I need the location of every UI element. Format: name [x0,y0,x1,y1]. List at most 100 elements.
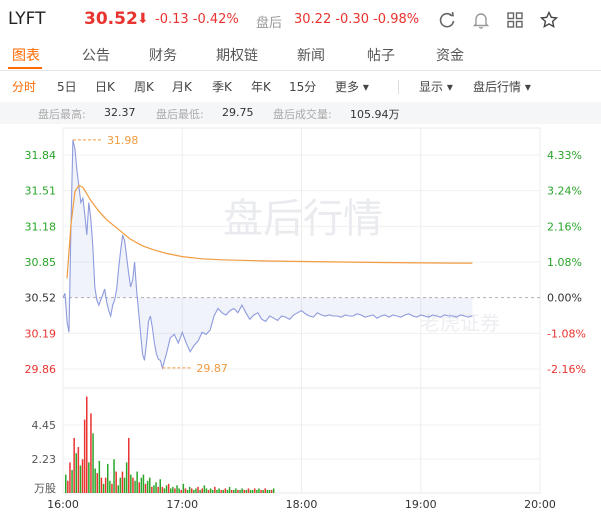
volume-bar [188,486,191,493]
volume-bar [153,485,155,493]
volume-bar [144,483,147,493]
volume-bar [94,468,96,493]
star-icon[interactable] [539,10,559,30]
stat-low-value: 29.75 [222,106,254,119]
volume-bar [117,485,119,493]
volume-bar [268,489,271,493]
volume-bar [159,479,161,493]
volume-bar [199,489,201,493]
y-tick-left: 30.19 [25,327,57,340]
volume-bar [167,483,170,493]
period-monthly-k[interactable]: 月K [172,80,192,94]
volume-bar [178,488,180,493]
volume-bar [262,489,264,493]
volume-bar [191,488,193,493]
volume-bar [140,477,143,493]
volume-bar [151,486,153,493]
right-axis: 4.33% 3.24% 2.16% 1.08% 0.00% -1.08% -2.16% [547,149,586,376]
y-tick-right: 4.33% [547,149,582,162]
y-tick-left: 31.18 [25,220,57,233]
volume-bar [113,459,115,493]
refresh-icon[interactable] [437,10,457,30]
volume-bar [163,488,166,493]
period-selector: 分时 5日 日K 周K 月K 季K 年K 15分 更多 ▾ 显示 ▾ 盘后行情 … [0,71,601,101]
volume-bar [92,433,94,493]
price-change: -0.13 -0.42% [155,12,239,27]
volume-bar [224,488,227,493]
volume-bar [220,489,222,493]
tab-announcements[interactable]: 公告 [82,48,110,64]
volume-bar [212,489,214,493]
tab-posts[interactable]: 帖子 [367,48,395,64]
y-tick-right: 3.24% [547,185,582,198]
tab-chart[interactable]: 图表 [12,48,40,64]
volume-bar [67,480,69,493]
brand-watermark: 老虎证券 [420,311,500,335]
y-tick-left: 31.51 [25,185,57,198]
period-weekly-k[interactable]: 周K [134,80,154,94]
volume-bar [96,473,98,493]
volume-bar [75,453,77,493]
volume-y-tick: 2.23 [32,453,57,466]
volume-bar [258,488,260,493]
volume-bar [237,489,239,493]
volume-bar [186,489,189,493]
more-dropdown[interactable]: 更多 ▾ [335,80,369,94]
period-daily-k[interactable]: 日K [95,80,115,94]
volume-bar [243,489,245,493]
volume-bar [180,489,182,493]
volume-bar [218,488,220,493]
volume-bar [155,482,157,493]
x-tick-label: 20:00 [524,498,556,511]
after-hours-stats: 盘后最高: 32.37 盘后最低: 29.75 盘后成交量: 105.94万 [0,102,601,124]
main-tabs: 图表 公告 财务 期权链 新闻 帖子 资金 [0,38,601,71]
y-tick-left: 31.84 [25,149,57,162]
volume-bar [90,413,92,493]
x-tick-label: 16:00 [47,498,79,511]
chart-watermark: 盘后行情 [223,196,383,242]
min-price-label: 29.87 [196,362,228,375]
x-tick-label: 19:00 [405,498,437,511]
volume-bar [73,437,75,493]
period-yearly-k[interactable]: 年K [251,80,271,94]
volume-bar [88,462,90,493]
period-quarterly-k[interactable]: 季K [212,80,232,94]
volume-bar [79,465,82,493]
volume-bar [209,488,212,493]
volume-bar [100,477,103,493]
time-axis: 16:00 17:00 18:00 19:00 20:00 [47,498,556,511]
volume-bar [214,486,216,493]
tab-capital[interactable]: 资金 [436,48,464,64]
volume-bar [201,488,203,493]
volume-bar [98,460,101,493]
stat-volume-value: 105.94万 [350,108,400,121]
volume-unit-label: 万股 [34,482,56,495]
after-hours-dropdown[interactable]: 盘后行情 ▾ [473,80,531,94]
bell-icon[interactable] [471,10,491,30]
volume-bar [172,486,174,493]
display-dropdown[interactable]: 显示 ▾ [419,80,453,94]
ticker-symbol: LYFT [8,9,46,29]
volume-bar [264,488,266,493]
grid-icon[interactable] [505,10,525,30]
volume-bar [119,477,122,493]
volume-bar [249,489,252,493]
volume-bar [109,480,111,493]
period-intraday[interactable]: 分时 [12,80,37,94]
period-5day[interactable]: 5日 [57,80,77,94]
tab-financials[interactable]: 财务 [149,48,177,64]
y-tick-left: 30.85 [25,256,57,269]
volume-bar [174,488,176,493]
tab-news[interactable]: 新闻 [297,48,325,64]
tab-options-chain[interactable]: 期权链 [216,48,258,64]
chart-annotations: 31.98 29.87 [72,134,228,375]
y-tick-right: 0.00% [547,292,582,305]
volume-y-tick: 4.45 [32,419,57,432]
stat-high-label: 盘后最高: [38,108,86,121]
volume-bar [266,489,269,493]
volume-bar [195,488,197,493]
volume-bar [260,489,262,493]
volume-bar [228,486,231,493]
period-15min[interactable]: 15分 [289,80,317,94]
volume-bar [102,483,105,493]
